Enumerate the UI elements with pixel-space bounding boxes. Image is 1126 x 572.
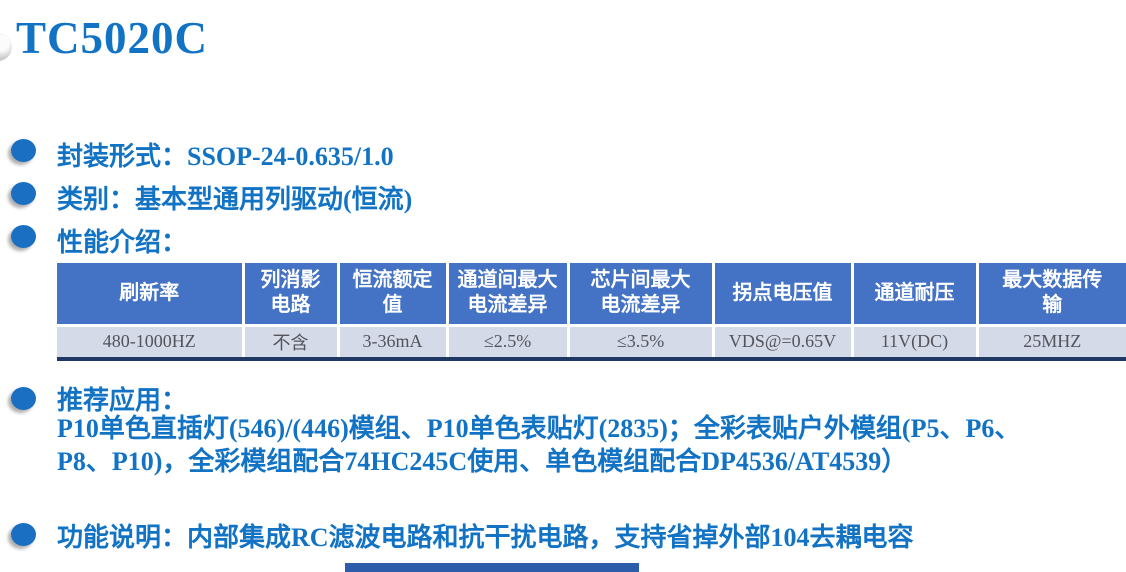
- bullet-icon: [11, 523, 36, 546]
- header-constant-current: 恒流额定 值: [336, 263, 447, 325]
- header-max-data-rate: 最大数据传 输: [975, 263, 1126, 325]
- applications-paragraph: P10单色直插灯(546)/(446)模组、P10单色表贴灯(2835)；全彩表…: [57, 412, 1020, 478]
- category-line: 类别：基本型通用列驱动(恒流): [57, 185, 413, 214]
- header-knee-voltage: 拐点电压值: [711, 263, 852, 325]
- spec-table-header-row: 刷新率 列消影 电路 恒流额定 值 通道间最大 电流差异 芯片间最大 电流差异 …: [57, 263, 1126, 325]
- applications-line-2: P8、P10)，全彩模组配合74HC245C使用、单色模组配合DP4536/AT…: [57, 447, 908, 476]
- cell-channel-withstand: 11V(DC): [850, 323, 977, 359]
- bullet-icon: [11, 182, 36, 205]
- header-refresh-rate: 刷新率: [57, 263, 243, 325]
- bullet-icon: [11, 387, 36, 410]
- cell-max-data-rate: 25MHZ: [975, 323, 1126, 359]
- edge-sphere-decoration: [0, 33, 12, 61]
- performance-heading: 性能介绍：: [57, 228, 188, 257]
- spec-table: 刷新率 列消影 电路 恒流额定 值 通道间最大 电流差异 芯片间最大 电流差异 …: [57, 263, 1126, 361]
- cell-blanking-circuit: 不含: [241, 323, 338, 359]
- package-line: 封装形式：SSOP-24-0.635/1.0: [57, 142, 394, 171]
- cell-chip-current-diff: ≤3.5%: [566, 323, 713, 359]
- cell-constant-current: 3-36mA: [336, 323, 447, 359]
- spec-table-data-row: 480-1000HZ 不含 3-36mA ≤2.5% ≤3.5% VDS@=0.…: [57, 323, 1126, 359]
- applications-heading: 推荐应用：: [57, 386, 188, 415]
- bullet-icon: [11, 225, 36, 248]
- cell-refresh-rate: 480-1000HZ: [57, 323, 243, 359]
- header-chip-current-diff: 芯片间最大 电流差异: [566, 263, 713, 325]
- page-title: TC5020C: [16, 13, 209, 63]
- applications-line-1: P10单色直插灯(546)/(446)模组、P10单色表贴灯(2835)；全彩表…: [57, 414, 1021, 443]
- bottom-divider-bar: [345, 563, 639, 572]
- cell-knee-voltage: VDS@=0.65V: [711, 323, 852, 359]
- header-channel-current-diff: 通道间最大 电流差异: [445, 263, 568, 325]
- function-line: 功能说明：内部集成RC滤波电路和抗干扰电路，支持省掉外部104去耦电容: [57, 523, 914, 552]
- cell-channel-current-diff: ≤2.5%: [445, 323, 568, 359]
- bullet-icon: [11, 139, 36, 162]
- header-blanking-circuit: 列消影 电路: [241, 263, 338, 325]
- header-channel-withstand: 通道耐压: [850, 263, 977, 325]
